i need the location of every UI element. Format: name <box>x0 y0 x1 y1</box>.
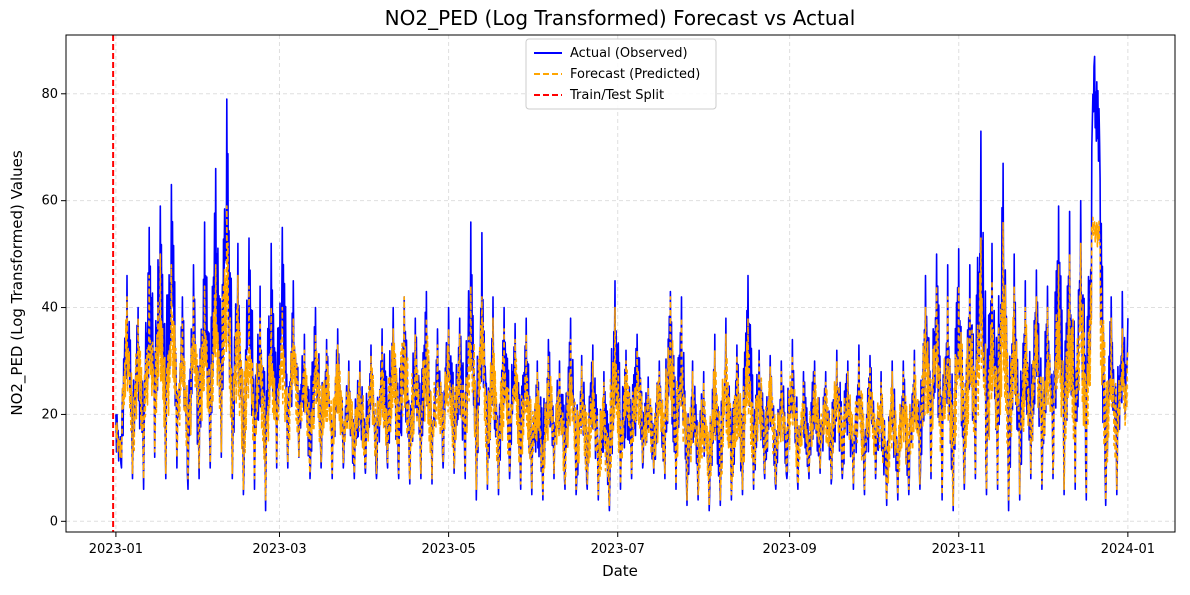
x-tick-label: 2023-01 <box>89 542 143 557</box>
plot-area <box>112 35 1129 532</box>
x-tick-label: 2023-05 <box>421 542 475 557</box>
y-axis-label: NO2_PED (Log Transformed) Values <box>8 150 27 415</box>
y-tick-label: 80 <box>41 87 58 102</box>
ticks: 0 20 40 60 80 2023-01 2023-03 2023-05 2023-07 202… <box>41 87 1155 557</box>
x-tick-label: 2023-09 <box>762 542 816 557</box>
x-tick-label: 2023-07 <box>591 542 645 557</box>
y-tick-label: 0 <box>50 514 58 529</box>
legend: Actual (Observed) Forecast (Predicted) T… <box>525 38 717 110</box>
y-tick-label: 60 <box>41 194 58 209</box>
legend-label-actual: Actual (Observed) <box>570 46 688 61</box>
x-axis-label: Date <box>602 562 638 580</box>
chart-title: NO2_PED (Log Transformed) Forecast vs Ac… <box>385 6 856 30</box>
legend-label-split: Train/Test Split <box>569 88 664 103</box>
y-tick-label: 40 <box>41 301 58 316</box>
axes-frame <box>65 34 1176 533</box>
x-tick-label: 2024-01 <box>1101 542 1155 557</box>
legend-label-forecast: Forecast (Predicted) <box>570 67 700 82</box>
x-tick-label: 2023-03 <box>252 542 306 557</box>
y-tick-label: 20 <box>41 407 58 422</box>
legend-box <box>525 38 717 110</box>
x-tick-label: 2023-11 <box>932 542 986 557</box>
series-line-forecast <box>115 205 1129 507</box>
